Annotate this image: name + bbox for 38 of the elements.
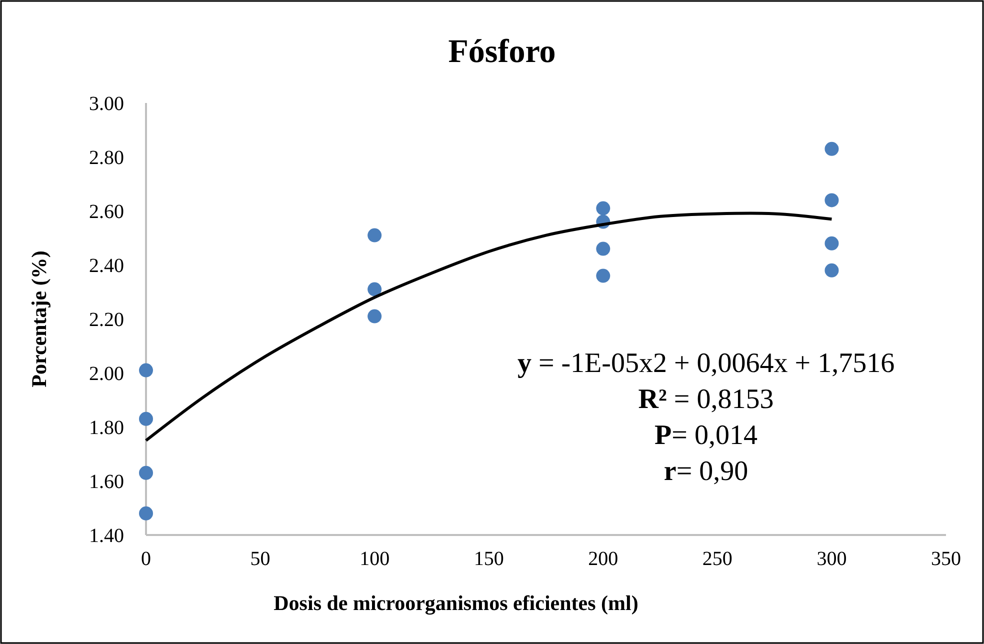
y-tick-label: 2.00 (89, 363, 124, 385)
annotation: P= 0,014 (654, 420, 758, 451)
x-tick-label: 300 (816, 548, 847, 570)
x-tick-label: 200 (588, 548, 618, 570)
y-axis-title: Porcentaje (%) (27, 250, 51, 388)
point (139, 506, 153, 520)
point (824, 193, 839, 208)
y-tick-label: 2.80 (89, 147, 124, 169)
y-tick-label: 2.40 (89, 255, 124, 277)
x-tick-label: 100 (360, 548, 390, 570)
point (824, 142, 839, 156)
point (139, 363, 153, 378)
annotation: y = -1E-05x2 + 0,0064x + 1,7516 (517, 348, 895, 379)
chart-title: Fósforo (448, 34, 556, 70)
point (368, 282, 382, 296)
x-axis-title: Dosis de microorganismos eficientes (ml) (274, 591, 638, 615)
x-tick-label: 50 (250, 548, 270, 570)
x-tick-label: 350 (931, 548, 961, 570)
x-tick-label: 150 (474, 548, 504, 570)
y-tick-label: 1.40 (89, 525, 124, 547)
point (368, 309, 382, 324)
point (139, 412, 153, 426)
y-tick-label: 3.00 (89, 93, 124, 115)
y-tick-label: 2.20 (89, 309, 124, 331)
point (139, 466, 153, 480)
y-tick-label: 2.60 (89, 201, 124, 223)
x-tick-label: 0 (141, 548, 151, 570)
point (824, 263, 839, 278)
point (596, 242, 610, 256)
x-tick-label: 250 (702, 548, 732, 570)
point (368, 228, 382, 242)
annotation: r= 0,90 (664, 456, 748, 487)
y-tick-label: 1.60 (89, 471, 124, 493)
point (824, 236, 839, 250)
point (596, 268, 610, 283)
point (596, 201, 610, 216)
annotation: R² = 0,8153 (638, 384, 774, 415)
y-tick-label: 1.80 (89, 417, 124, 439)
